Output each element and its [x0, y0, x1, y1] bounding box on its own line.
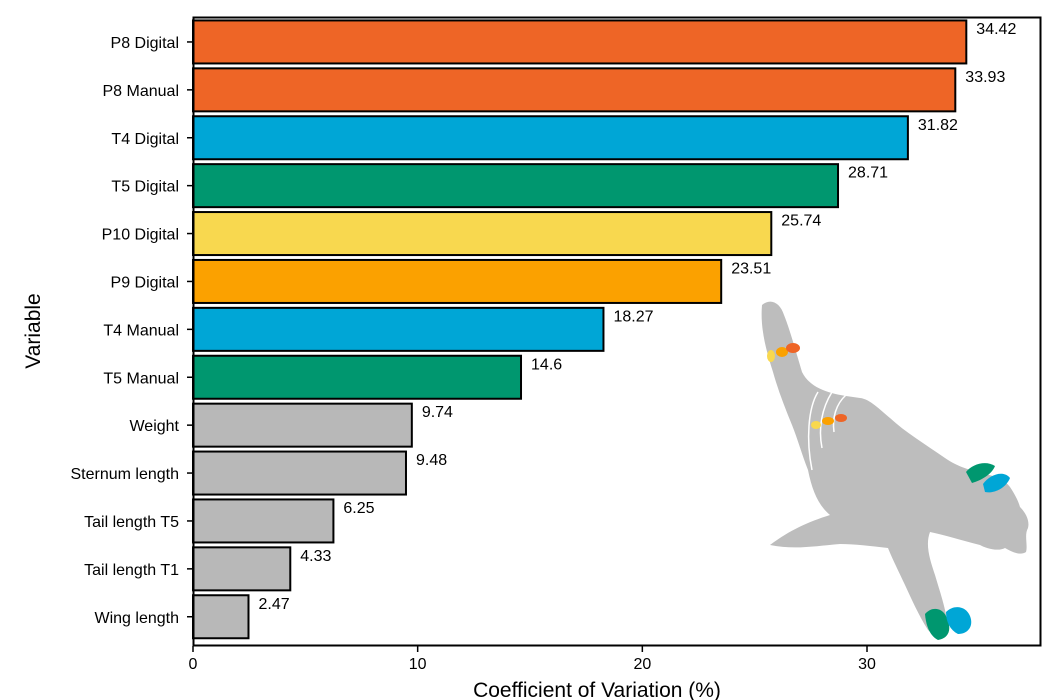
- bar: [192, 67, 957, 113]
- x-axis-label: Coefficient of Variation (%): [473, 679, 721, 700]
- category-tick-label: T5 Manual: [103, 370, 179, 387]
- bar: [192, 354, 523, 400]
- x-tick-label: 0: [189, 656, 198, 673]
- bar: [192, 115, 909, 161]
- bar-value-label: 28.71: [848, 165, 888, 182]
- bar-value-label: 31.82: [918, 117, 958, 134]
- bar: [192, 306, 605, 352]
- bar-value-label: 33.93: [965, 69, 1005, 86]
- marker-t4-lower: [946, 607, 972, 634]
- plot-frame: [192, 16, 1042, 647]
- category-tick-label: T4 Manual: [103, 322, 179, 339]
- marker-t4-upper: [983, 473, 1010, 493]
- bird-wing-illustration: [761, 301, 1029, 640]
- bar-value-label: 34.42: [976, 21, 1016, 38]
- marker-p10-lower: [811, 421, 821, 429]
- bar: [192, 19, 968, 65]
- bar: [192, 402, 413, 448]
- y-axis-label: Variable: [22, 293, 45, 369]
- category-tick-label: Sternum length: [70, 466, 179, 483]
- category-tick-label: Tail length T1: [84, 562, 179, 579]
- wing-feather-line: [832, 394, 847, 433]
- bar: [192, 163, 840, 209]
- bar-value-label: 14.6: [531, 356, 562, 373]
- bar-value-label: 6.25: [343, 500, 374, 517]
- marker-p9-lower: [822, 417, 834, 425]
- marker-t5-lower: [925, 608, 950, 640]
- bar-value-label: 2.47: [258, 596, 289, 613]
- category-tick-label: P8 Digital: [111, 35, 179, 52]
- bar-value-label: 9.74: [422, 404, 453, 421]
- bar: [192, 258, 723, 304]
- bar-value-label: 25.74: [781, 213, 821, 230]
- marker-t5-upper: [966, 463, 995, 483]
- category-tick-label: T5 Digital: [111, 179, 179, 196]
- x-tick-label: 10: [409, 656, 427, 673]
- marker-p9-upper: [776, 347, 788, 357]
- bird-body-shape: [761, 301, 1029, 635]
- category-tick-label: P10 Digital: [102, 227, 179, 244]
- wing-feather-line: [807, 391, 819, 471]
- marker-p10-upper: [767, 350, 775, 362]
- wing-feather-line: [819, 391, 833, 449]
- bar-value-label: 9.48: [416, 452, 447, 469]
- bar: [192, 594, 250, 640]
- x-tick-label: 20: [633, 656, 651, 673]
- bar: [192, 498, 335, 544]
- category-tick-label: Weight: [129, 418, 179, 435]
- category-tick-label: Tail length T5: [84, 514, 179, 531]
- bar-value-label: 18.27: [613, 308, 653, 325]
- bar: [192, 546, 292, 592]
- category-tick-label: Wing length: [95, 610, 180, 627]
- marker-p8-upper: [786, 343, 800, 353]
- bar-value-label: 4.33: [300, 548, 331, 565]
- bar: [192, 211, 773, 257]
- x-tick-label: 30: [858, 656, 876, 673]
- category-tick-label: T4 Digital: [111, 131, 179, 148]
- marker-p8-lower: [835, 414, 847, 422]
- bar-value-label: 23.51: [731, 260, 771, 277]
- category-tick-label: P9 Digital: [111, 274, 179, 291]
- bar: [192, 450, 407, 496]
- category-tick-label: P8 Manual: [103, 83, 180, 100]
